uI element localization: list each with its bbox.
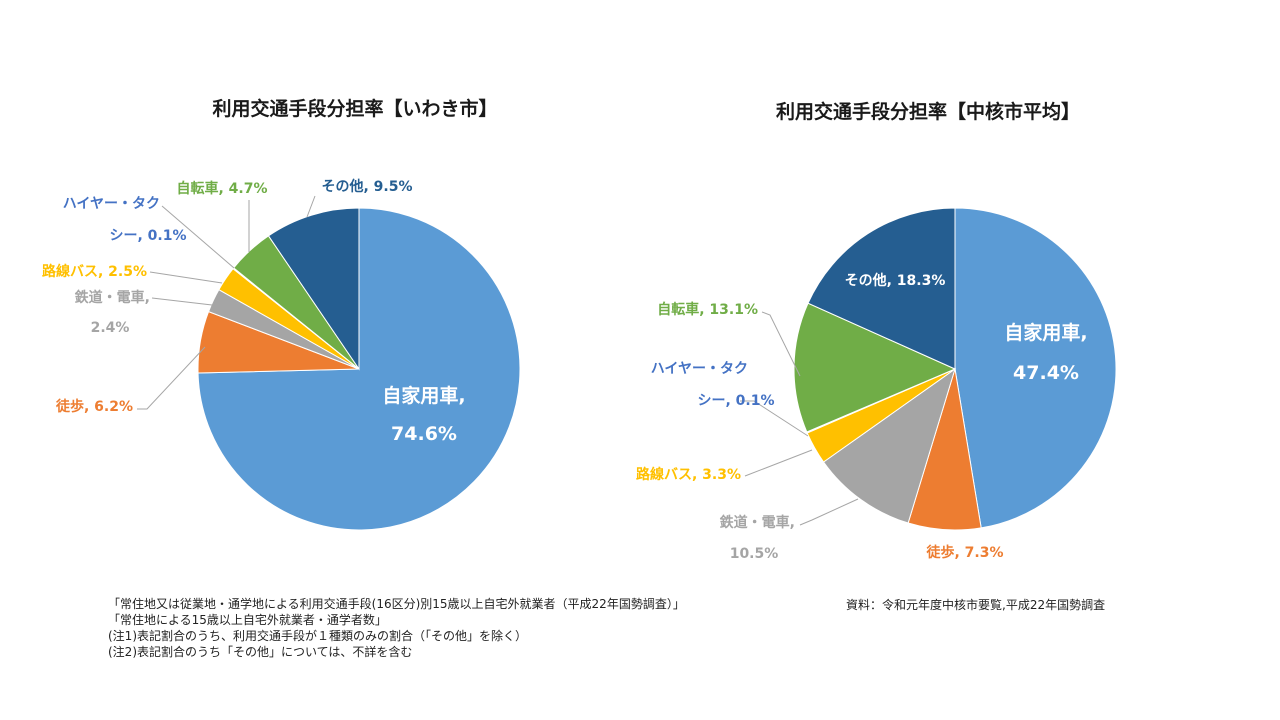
data-label-iwaki-bus: 路線バス, 2.5% bbox=[42, 263, 147, 280]
data-label-iwaki-railway: 鉄道・電車, bbox=[75, 289, 150, 306]
leader-line-core-city-bicycle bbox=[761, 311, 801, 377]
footnote-line-4: (注2)表記割合のうち「その他」については、不詳を含む bbox=[108, 645, 413, 659]
data-label-iwaki-bicycle: 自転車, 4.7% bbox=[176, 180, 267, 197]
pie-slice-core-city-private-car bbox=[954, 207, 1117, 529]
leader-line-iwaki-other bbox=[306, 195, 316, 218]
leader-line-core-city-bus bbox=[744, 449, 813, 477]
data-label-iwaki-walking: 徒歩, 6.2% bbox=[55, 398, 133, 415]
data-label-core-city-railway-value: 10.5% bbox=[730, 546, 779, 562]
leader-line-iwaki-bus bbox=[149, 271, 223, 284]
pie-slice-core-city-railway bbox=[822, 367, 956, 524]
leader-line-iwaki-railway bbox=[151, 297, 213, 306]
pie-slice-core-city-bicycle bbox=[793, 302, 957, 433]
data-label-iwaki-private-car: 自家用車, bbox=[382, 384, 465, 407]
footnotes: 「常住地又は従業地・通学地による利用交通手段(16区分)別15歳以上自宅外就業者… bbox=[108, 596, 685, 660]
pie-slice-core-city-other bbox=[807, 207, 956, 370]
pie-charts: 自家用車, 74.6% 徒歩, 6.2% 鉄道・電車, 2.4% 路線バス, 2.5% ハイ… bbox=[42, 178, 1117, 562]
data-label-core-city-taxi-value: シー, 0.1% bbox=[697, 393, 774, 409]
data-label-iwaki-railway-value: 2.4% bbox=[91, 320, 130, 336]
data-label-core-city-private-car-value: 47.4% bbox=[1013, 362, 1079, 384]
data-label-core-city-walking: 徒歩, 7.3% bbox=[925, 544, 1003, 561]
source-note: 資料：令和元年度中核市要覧,平成22年国勢調査 bbox=[846, 598, 1106, 612]
data-label-core-city-railway: 鉄道・電車, bbox=[720, 514, 795, 531]
footnote-line-2: 「常住地による15歳以上自宅外就業者・通学者数」 bbox=[108, 613, 387, 627]
leader-line-core-city-taxi bbox=[740, 400, 809, 437]
data-label-core-city-bus: 路線バス, 3.3% bbox=[636, 466, 741, 483]
leader-line-iwaki-walking bbox=[137, 346, 206, 410]
data-label-core-city-bicycle: 自転車, 13.1% bbox=[657, 301, 758, 318]
chart-title-iwaki: 利用交通手段分担率【いわき市】 bbox=[212, 98, 498, 120]
data-label-iwaki-taxi-value: シー, 0.1% bbox=[109, 228, 186, 244]
leader-line-core-city-railway bbox=[799, 498, 859, 526]
data-label-core-city-other: その他, 18.3% bbox=[845, 272, 946, 289]
footnote-line-1: 「常住地又は従業地・通学地による利用交通手段(16区分)別15歳以上自宅外就業者… bbox=[108, 597, 685, 611]
data-label-core-city-taxi: ハイヤー・タク bbox=[651, 361, 748, 377]
chart-title-core-city-average: 利用交通手段分担率【中核市平均】 bbox=[775, 101, 1081, 123]
leader-line-iwaki-taxi bbox=[161, 205, 235, 269]
footnote-line-3: (注1)表記割合のうち、利用交通手段が１種類のみの割合（「その他」を除く） bbox=[108, 629, 528, 643]
data-label-iwaki-taxi: ハイヤー・タク bbox=[63, 196, 160, 212]
data-label-core-city-private-car: 自家用車, bbox=[1004, 321, 1087, 344]
data-label-iwaki-other: その他, 9.5% bbox=[321, 178, 412, 195]
pie-slice-iwaki-other bbox=[267, 207, 360, 371]
data-label-iwaki-private-car-value: 74.6% bbox=[391, 423, 457, 445]
